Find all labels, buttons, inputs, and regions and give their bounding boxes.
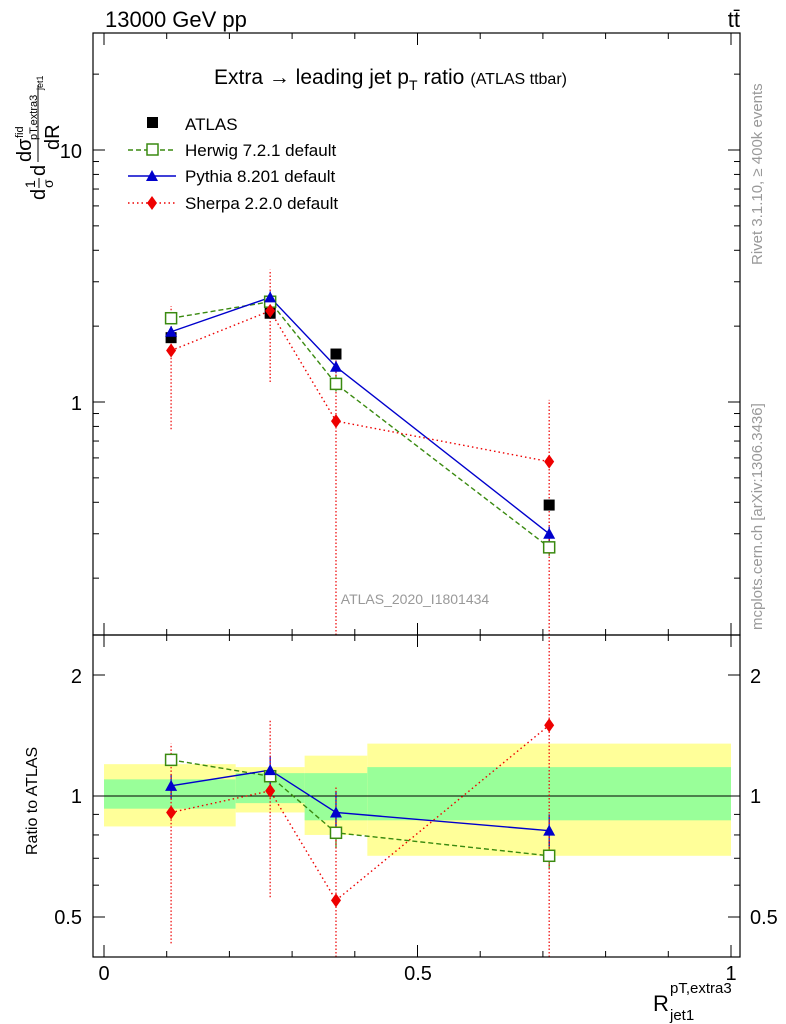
marker-main-herwig-0 [164, 311, 178, 325]
chart-title-tail: ratio [424, 66, 465, 89]
axis-ticks [93, 33, 740, 957]
xlabel-sup: pT,extra3 [670, 980, 732, 997]
analysis-label: ATLAS_2020_I1801434 [341, 591, 490, 607]
svg-text:jet1: jet1 [35, 75, 45, 91]
side-label-rivet: Rivet 3.1.10, ≥ 400k events [749, 83, 766, 265]
chart-title: Extra → leading jet pT ratio (ATLAS ttbar) [214, 66, 567, 93]
legend-label-pythia: Pythia 8.201 default [185, 167, 336, 186]
svg-text:dR: dR [42, 124, 64, 150]
xlabel-sub: jet1 [669, 1007, 694, 1024]
chart-title-sub: T [409, 77, 418, 93]
marker-ratio-pythia-1 [264, 764, 277, 776]
svg-text:d: d [28, 189, 50, 200]
marker-ratio-sherpa-0 [166, 805, 177, 820]
ratio-ytick-label-05-right: 0.5 [750, 907, 778, 929]
marker-ratio-sherpa-3 [544, 718, 555, 733]
marker-ratio-pythia-0 [165, 779, 178, 791]
ratio-uncertainty-bands [104, 743, 731, 856]
legend-label-sherpa: Sherpa 2.2.0 default [185, 194, 338, 213]
legend-marker-atlas [147, 117, 158, 128]
marker-main-pythia-2 [329, 360, 342, 372]
series-line-main-pythia [170, 296, 550, 535]
marker-main-pythia-3 [543, 527, 556, 539]
marker-main-atlas-0 [165, 332, 177, 344]
marker-main-herwig-3 [542, 541, 556, 554]
header-right: tt̄ [728, 7, 740, 32]
svg-text:fid: fid [14, 126, 26, 138]
svg-text:1: 1 [22, 180, 38, 188]
series-line-ratio-sherpa [170, 724, 550, 902]
marker-ratio-sherpa-2 [330, 893, 341, 908]
marker-main-sherpa-2 [330, 414, 341, 429]
series-line-ratio-pythia [170, 769, 550, 832]
marker-ratio-herwig-3 [542, 849, 556, 863]
legend-label-herwig: Herwig 7.2.1 default [185, 141, 336, 160]
marker-ratio-pythia-3 [543, 824, 556, 836]
marker-ratio-sherpa-1 [265, 783, 276, 798]
legend-marker-pythia [146, 170, 158, 181]
series-line-main-herwig [170, 300, 550, 548]
svg-text:pT,extra3: pT,extra3 [28, 95, 40, 140]
ratio-band-stat-3 [367, 767, 731, 821]
marker-main-sherpa-1 [265, 303, 276, 318]
marker-main-pythia-0 [165, 325, 178, 337]
marker-ratio-herwig-0 [164, 753, 178, 767]
side-label-mcplots: mcplots.cern.ch [arXiv:1306.3436] [749, 403, 766, 630]
legend-label-atlas: ATLAS [185, 115, 238, 134]
data-markers [164, 291, 556, 908]
legend-marker-sherpa [147, 196, 157, 210]
xtick-label-0: 0 [98, 963, 109, 985]
marker-main-atlas-3 [543, 499, 555, 511]
main-ytick-label-10: 10 [60, 141, 82, 163]
marker-ratio-pythia-2 [329, 806, 342, 818]
marker-main-herwig-2 [329, 377, 343, 391]
xtick-label-1: 1 [725, 963, 736, 985]
marker-main-atlas-2 [330, 348, 342, 360]
marker-main-pythia-1 [264, 291, 277, 303]
ratio-ytick-label-05: 0.5 [54, 907, 82, 929]
ratio-ytick-label-1: 1 [71, 786, 82, 808]
marker-ratio-herwig-2 [329, 826, 343, 840]
x-axis-label: R pT,extra3 jet1 [653, 980, 732, 1024]
legend: ATLAS Herwig 7.2.1 default Pythia 8.201 … [128, 115, 338, 213]
ratio-ylabel: Ratio to ATLAS [24, 747, 41, 855]
series-line-ratio-herwig [170, 759, 550, 857]
ratio-ytick-label-2: 2 [71, 666, 82, 688]
legend-marker-herwig [146, 143, 159, 156]
marker-main-sherpa-3 [544, 454, 555, 469]
xlabel-main: R [653, 991, 669, 1016]
marker-main-sherpa-0 [166, 343, 177, 358]
series-lines [170, 296, 550, 902]
chart-title-small: (ATLAS ttbar) [470, 71, 567, 88]
ratio-ytick-label-2-right: 2 [750, 666, 761, 688]
header-left: 13000 GeV pp [105, 7, 247, 32]
xtick-label-05: 0.5 [404, 963, 432, 985]
svg-text:σ: σ [40, 179, 56, 188]
main-ytick-label-1: 1 [71, 393, 82, 415]
svg-text:d: d [28, 165, 50, 176]
svg-text:dσ: dσ [14, 138, 36, 162]
ratio-ytick-label-1-right: 1 [750, 786, 761, 808]
main-ylabel: d 1 σ d dσ fid pT,extra3 jet1 dR [14, 75, 64, 200]
